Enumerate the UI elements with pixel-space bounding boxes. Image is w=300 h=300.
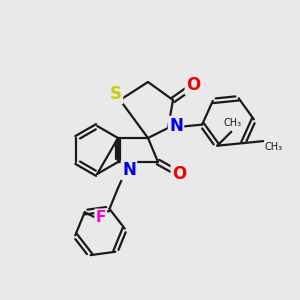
Text: CH₃: CH₃	[264, 142, 282, 152]
Text: F: F	[95, 210, 106, 225]
Text: N: N	[122, 161, 136, 179]
Text: CH₃: CH₃	[223, 118, 242, 128]
Text: N: N	[169, 117, 183, 135]
Text: O: O	[186, 76, 200, 94]
Text: O: O	[172, 165, 186, 183]
Text: S: S	[110, 85, 122, 103]
